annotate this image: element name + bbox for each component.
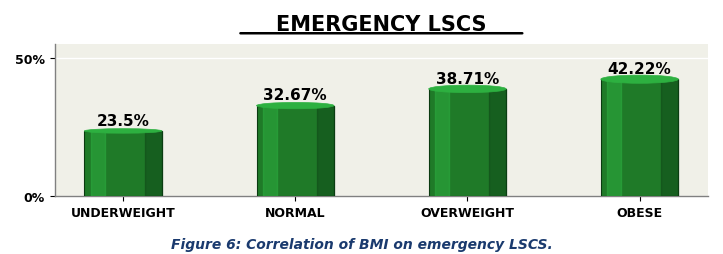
Ellipse shape xyxy=(429,86,506,93)
Bar xyxy=(317,106,334,196)
Text: 38.71%: 38.71% xyxy=(436,71,499,86)
Text: 23.5%: 23.5% xyxy=(97,113,150,128)
Bar xyxy=(429,90,506,196)
Bar xyxy=(90,131,105,196)
Bar xyxy=(607,80,621,196)
Text: Figure 6: Correlation of BMI on emergency LSCS.: Figure 6: Correlation of BMI on emergenc… xyxy=(171,237,552,251)
Text: 42.22%: 42.22% xyxy=(608,62,672,77)
Title: EMERGENCY LSCS: EMERGENCY LSCS xyxy=(276,15,487,35)
Bar xyxy=(145,131,162,196)
Ellipse shape xyxy=(257,103,334,109)
Bar xyxy=(489,90,506,196)
Bar xyxy=(662,80,678,196)
Ellipse shape xyxy=(85,129,162,134)
Bar xyxy=(262,106,277,196)
Bar xyxy=(85,131,162,196)
Ellipse shape xyxy=(601,76,678,84)
Bar xyxy=(435,90,449,196)
Text: 32.67%: 32.67% xyxy=(263,88,327,103)
Bar xyxy=(257,106,334,196)
Bar xyxy=(601,80,678,196)
